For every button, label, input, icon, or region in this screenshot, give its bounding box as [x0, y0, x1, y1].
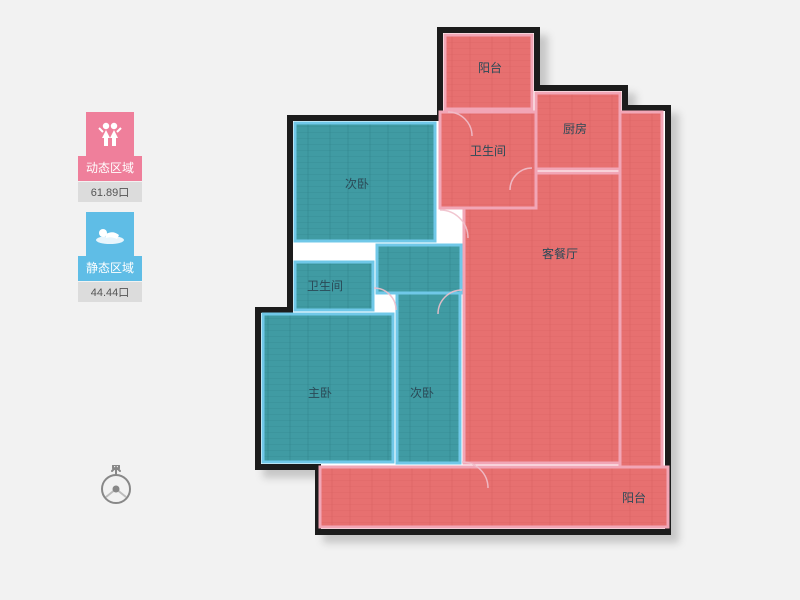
room-label-cibo1: 次卧	[345, 177, 369, 191]
legend-static-label: 静态区域	[78, 256, 142, 281]
room-static_corr	[377, 245, 461, 293]
room-label-weishengjian2: 卫生间	[307, 279, 343, 293]
room-yangtai_bottom	[320, 467, 668, 527]
room-label-ketingcanting: 客餐厅	[542, 246, 578, 261]
room-label-yangtai_top: 阳台	[478, 60, 502, 75]
legend-dynamic: 动态区域 61.89口	[78, 112, 142, 202]
room-ketingcanting_ext	[620, 112, 662, 467]
room-label-cibo2: 次卧	[410, 386, 434, 400]
legend-dynamic-label: 动态区域	[78, 156, 142, 181]
room-label-yangtai_bottom: 阳台	[622, 490, 646, 505]
legend-dynamic-value: 61.89口	[78, 182, 142, 202]
static-zone-icon	[86, 212, 134, 256]
room-label-zhubo: 主卧	[308, 386, 332, 400]
legend-static: 静态区域 44.44口	[78, 212, 142, 302]
dynamic-zone-icon	[86, 112, 134, 156]
room-label-weishengjian1: 卫生间	[470, 144, 506, 158]
room-cibo2	[397, 293, 460, 463]
room-dyn_corridor	[440, 112, 536, 208]
room-label-chufang: 厨房	[563, 121, 587, 136]
legend-static-value: 44.44口	[78, 282, 142, 302]
compass-icon	[98, 465, 134, 507]
